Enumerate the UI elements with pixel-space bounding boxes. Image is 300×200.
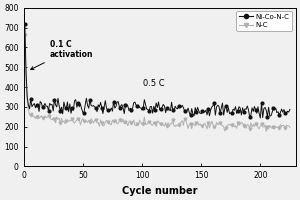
X-axis label: Cycle number: Cycle number	[122, 186, 197, 196]
Text: 0.5 C: 0.5 C	[143, 79, 165, 88]
Text: 0.1 C
activation: 0.1 C activation	[31, 40, 93, 69]
Legend: Ni-Co-N-C, N-C: Ni-Co-N-C, N-C	[236, 11, 292, 31]
